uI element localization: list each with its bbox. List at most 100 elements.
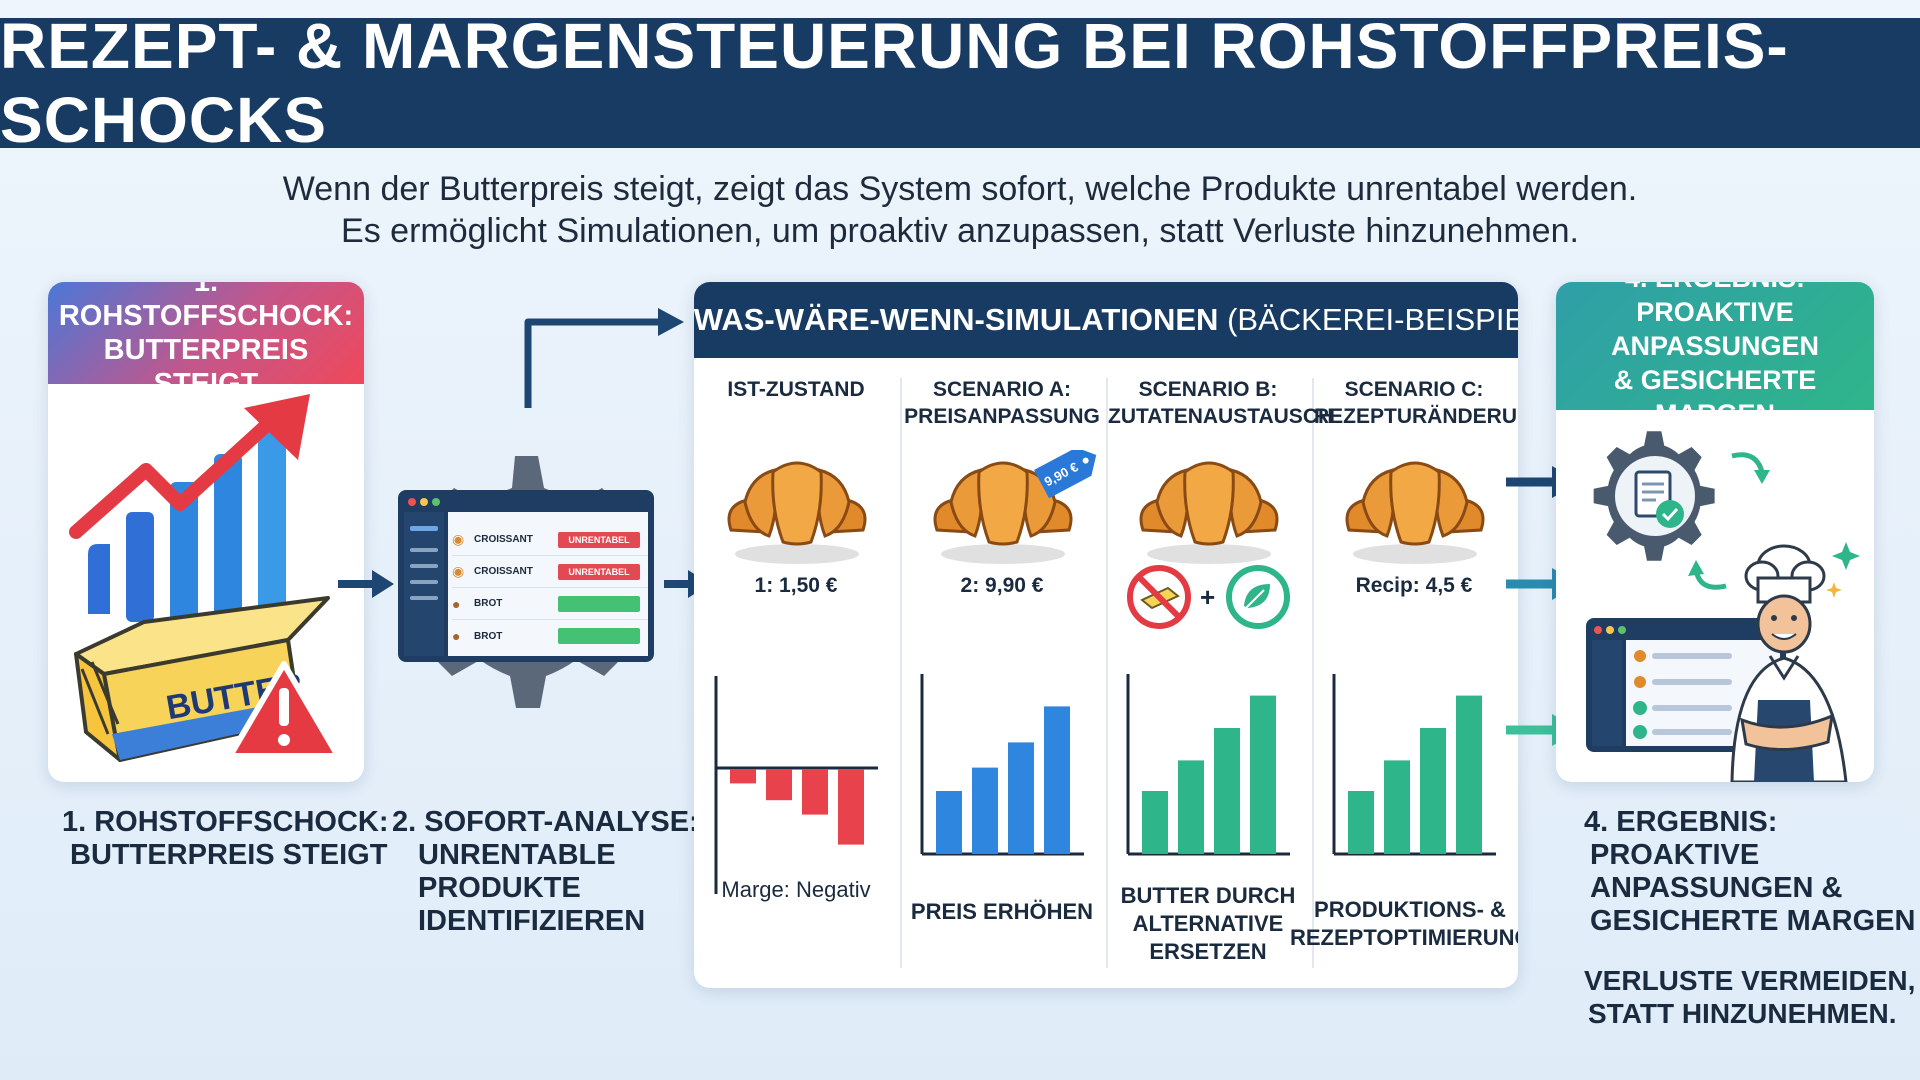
croissant-icons: 9,90 € bbox=[727, 450, 1485, 566]
chart-bar bbox=[1178, 760, 1204, 854]
result-label-line3: ANPASSUNGEN & bbox=[1590, 872, 1843, 904]
analysis-product-list: ◉ CROISSANT UNRENTABEL ◉ CROISSANT UNREN… bbox=[452, 524, 648, 652]
subtitle: Wenn der Butterpreis steigt, zeigt das S… bbox=[0, 168, 1920, 252]
result-label-line4: GESICHERTE MARGEN bbox=[1590, 905, 1916, 937]
chart-bar bbox=[972, 767, 998, 854]
plant-alternative-icon bbox=[1226, 565, 1290, 629]
product-name: CROISSANT bbox=[474, 534, 533, 545]
product-name: CROISSANT bbox=[474, 566, 533, 577]
chef-icon bbox=[1730, 544, 1848, 782]
column-title-scenario-c: SCENARIO C: REZEPTURÄNDERUNG bbox=[1314, 376, 1518, 430]
chart-bar bbox=[1250, 695, 1276, 854]
step2-label-line1: 2. SOFORT-ANALYSE: bbox=[392, 806, 699, 838]
column-footer-ist: Marge: Negativ bbox=[694, 876, 906, 904]
status-badge-ok bbox=[558, 628, 640, 644]
step1-card-title-line1: 1. ROHSTOFFSCHOCK: bbox=[58, 282, 354, 332]
subtitle-line-2: Es ermöglicht Simulationen, um proaktiv … bbox=[341, 212, 1579, 250]
title-bar: REZEPT- & MARGENSTEUERUNG BEI ROHSTOFFPR… bbox=[0, 10, 1920, 156]
chart-scenario-c bbox=[1332, 674, 1496, 856]
step1-card: 1. ROHSTOFFSCHOCK: BUTTERPREIS STEIGT BU… bbox=[48, 282, 364, 782]
chart-bar bbox=[1348, 791, 1374, 854]
chart-scenario-a bbox=[920, 674, 1084, 856]
result-tagline: VERLUSTE VERMEIDEN, STATT HINZUNEHMEN. bbox=[1584, 964, 1915, 1030]
chart-bar bbox=[802, 769, 828, 815]
footer-line1: PREIS ERHÖHEN bbox=[910, 899, 1094, 924]
product-name: BROT bbox=[474, 630, 503, 642]
chart-bar bbox=[838, 769, 864, 845]
simulation-card: 3. WAS-WÄRE-WENN-SIMULATIONEN (BÄCKEREI-… bbox=[694, 282, 1518, 988]
column-title-line2: PREISANPASSUNG bbox=[904, 405, 1100, 428]
column-footer-scenario-b: BUTTER DURCH ALTERNATIVE ERSETZEN bbox=[1098, 882, 1318, 966]
plus-icon: + bbox=[1200, 582, 1215, 612]
column-title-line1: SCENARIO C: bbox=[1344, 378, 1484, 401]
chart-bar bbox=[730, 769, 756, 784]
column-divider bbox=[1106, 378, 1108, 968]
simulation-header: 3. WAS-WÄRE-WENN-SIMULATIONEN (BÄCKEREI-… bbox=[694, 282, 1518, 358]
footer-line1: Marge: Negativ bbox=[721, 877, 871, 902]
step2-label-line2: UNRENTABLE bbox=[418, 839, 616, 871]
column-divider bbox=[900, 378, 902, 968]
column-footer-scenario-a: PREIS ERHÖHEN bbox=[892, 898, 1112, 926]
step1-label: 1. ROHSTOFFSCHOCK: BUTTERPREIS STEIGT bbox=[62, 806, 389, 872]
simulation-subtitle: (BÄCKEREI-BEISPIEL) bbox=[1227, 302, 1518, 337]
price-tag-icon: 9,90 € bbox=[1034, 450, 1097, 499]
page-title: REZEPT- & MARGENSTEUERUNG BEI ROHSTOFFPR… bbox=[0, 10, 1789, 156]
chart-scenario-b bbox=[1126, 674, 1290, 856]
step1-card-header: 1. ROHSTOFFSCHOCK: BUTTERPREIS STEIGT bbox=[48, 282, 364, 400]
column-title-line1: IST-ZUSTAND bbox=[727, 378, 865, 401]
chart-bar bbox=[1044, 706, 1070, 854]
no-butter-icon bbox=[1127, 565, 1191, 629]
footer-line1: BUTTER DURCH bbox=[1120, 883, 1296, 908]
column-title-scenario-a: SCENARIO A: PREISANPASSUNG bbox=[902, 376, 1102, 430]
result-card-title-line2: PROAKTIVE ANPASSUNGEN bbox=[1610, 297, 1820, 361]
chart-bar bbox=[1008, 742, 1034, 854]
step1-card-title-line2: BUTTERPREIS STEIGT bbox=[103, 334, 309, 400]
sparkle-icon bbox=[1826, 542, 1860, 598]
analysis-row: ● BROT bbox=[452, 620, 648, 652]
result-label-line1: 4. ERGEBNIS: bbox=[1584, 806, 1778, 838]
result-tagline-line2: STATT HINZUNEHMEN. bbox=[1588, 998, 1897, 1029]
result-label-line2: PROAKTIVE bbox=[1590, 839, 1760, 871]
footer-line3: ERSETZEN bbox=[1149, 939, 1267, 964]
arrow-step2-to-simulation-top bbox=[524, 308, 684, 408]
chart-bar bbox=[1420, 728, 1446, 854]
trend-up-arrow-icon bbox=[69, 394, 310, 539]
cycle-arrows-icon bbox=[1688, 452, 1770, 590]
chart-bar bbox=[1214, 728, 1240, 854]
step1-label-line1: 1. ROHSTOFFSCHOCK: bbox=[62, 806, 389, 838]
step1-label-line2: BUTTERPREIS STEIGT bbox=[70, 839, 388, 871]
butter-price-illustration: BUTTER bbox=[69, 394, 341, 762]
ingredient-swap-icon: + bbox=[1127, 565, 1290, 629]
column-value-scenario-a: 2: 9,90 € bbox=[960, 574, 1044, 597]
analysis-row: ◉ CROISSANT UNRENTABEL bbox=[452, 524, 648, 556]
column-divider bbox=[1312, 378, 1314, 968]
document-gear-icon bbox=[1593, 431, 1715, 561]
column-footer-scenario-c: PRODUKTIONS- & REZEPTOPTIMIERUNG bbox=[1290, 896, 1518, 952]
result-card-header: 4. ERGEBNIS: PROAKTIVE ANPASSUNGEN & GES… bbox=[1556, 282, 1874, 429]
rising-bars-icon bbox=[88, 424, 286, 624]
bread-icon: ● bbox=[452, 595, 461, 612]
chart-bar bbox=[1456, 695, 1482, 854]
croissant-icon: ◉ bbox=[452, 531, 465, 547]
chart-bar bbox=[936, 791, 962, 854]
column-title-line2: REZEPTURÄNDERUNG bbox=[1314, 405, 1518, 428]
warning-icon bbox=[227, 661, 341, 759]
footer-line2: ALTERNATIVE bbox=[1132, 911, 1284, 936]
subtitle-line-1: Wenn der Butterpreis steigt, zeigt das S… bbox=[282, 170, 1638, 208]
arrow-step1-to-step2 bbox=[338, 570, 394, 598]
result-card-title-line1: 4. ERGEBNIS: bbox=[1556, 282, 1874, 295]
footer-line2: REZEPTOPTIMIERUNG bbox=[1290, 925, 1518, 950]
step2-label-line3: PRODUKTE bbox=[418, 872, 581, 904]
footer-line1: PRODUKTIONS- & bbox=[1314, 897, 1506, 922]
column-title-line1: SCENARIO A: bbox=[932, 378, 1072, 401]
simulation-title: 3. WAS-WÄRE-WENN-SIMULATIONEN bbox=[694, 302, 1219, 337]
product-name: BROT bbox=[474, 598, 503, 609]
croissant-icon: ◉ bbox=[452, 563, 465, 579]
result-illustration bbox=[1586, 431, 1860, 782]
status-badge: UNRENTABEL bbox=[558, 531, 640, 548]
column-title-line1: SCENARIO B: bbox=[1138, 378, 1278, 401]
chart-ist bbox=[714, 676, 878, 894]
step2-label: 2. SOFORT-ANALYSE: UNRENTABLE PRODUKTE I… bbox=[392, 806, 699, 938]
column-value-ist: 1: 1,50 € bbox=[754, 574, 838, 597]
column-title-line2: ZUTATENAUSTAUSCH bbox=[1108, 405, 1334, 428]
